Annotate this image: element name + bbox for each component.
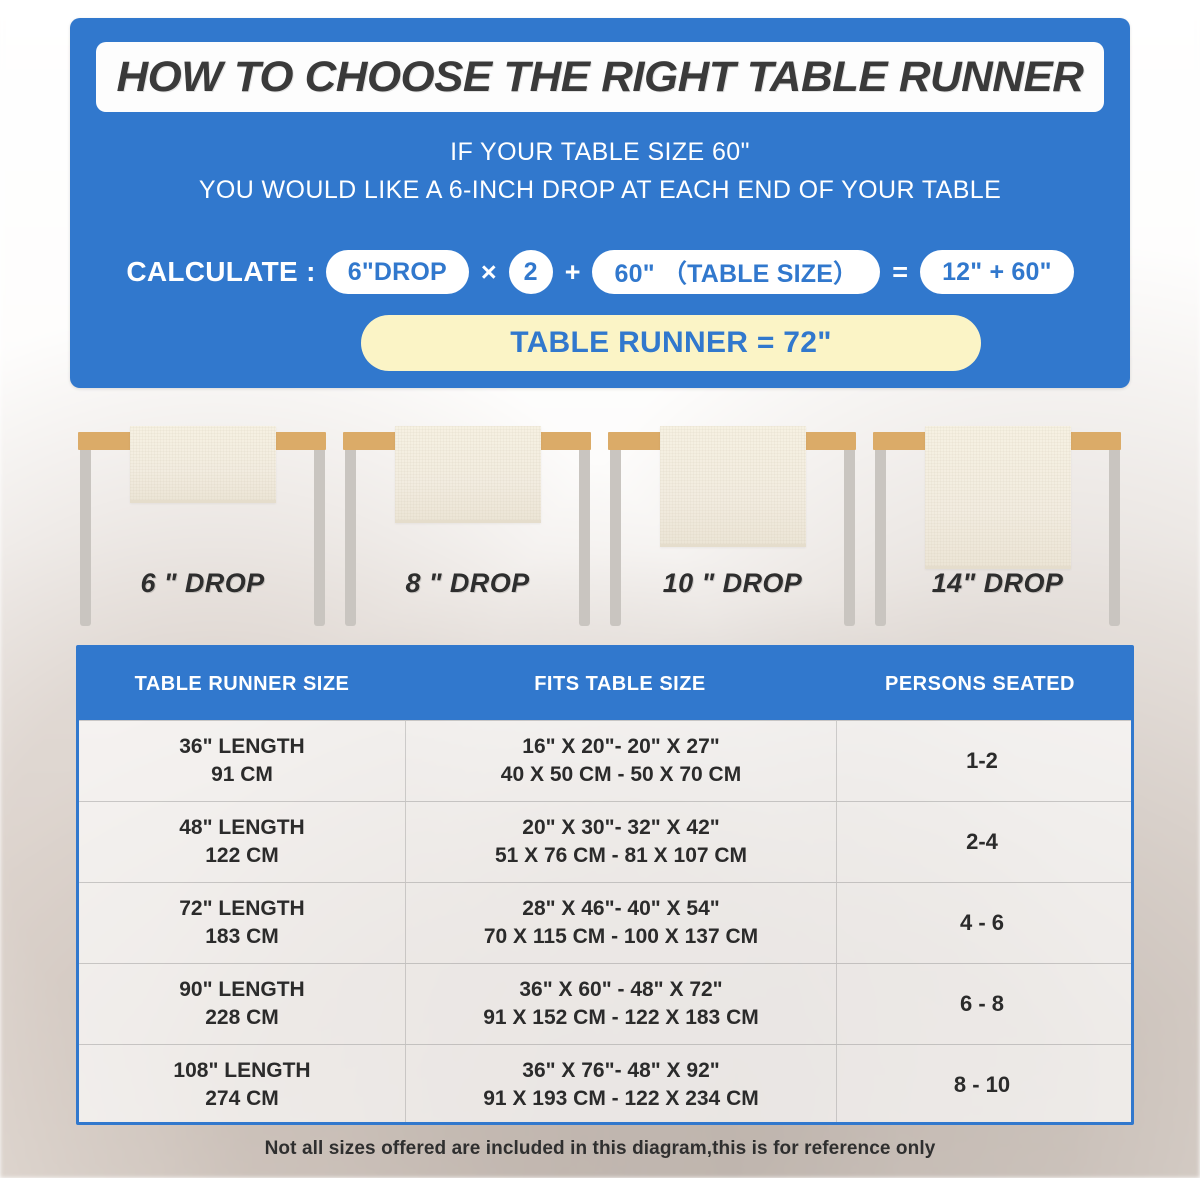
drop-label: 14" DROP [931, 568, 1064, 598]
runner-size-cm: 122 CM [205, 844, 279, 867]
table-size-pill: 60" （TABLE SIZE） [592, 250, 881, 294]
runner-size-cm: 91 CM [211, 763, 273, 786]
cell-fits-table-size: 36" X 76"- 48" X 92" 91 X 193 CM - 122 X… [406, 1045, 837, 1122]
drop-illustration-8in: 8 " DROP [335, 412, 600, 630]
cell-runner-size: 72" LENGTH 183 CM [79, 883, 406, 963]
runner-size-inches: 72" LENGTH [179, 896, 305, 920]
cell-runner-size: 90" LENGTH 228 CM [79, 964, 406, 1044]
table-leg-right-icon [844, 448, 855, 626]
fits-inches: 36" X 60" - 48" X 72" [519, 977, 723, 1001]
table-runner-icon [924, 426, 1071, 569]
cell-persons-seated: 4 - 6 [959, 910, 1005, 936]
table-runner-icon [659, 426, 806, 547]
title-box: HOW TO CHOOSE THE RIGHT TABLE RUNNER [96, 42, 1104, 112]
fits-cm: 51 X 76 CM - 81 X 107 CM [494, 844, 748, 867]
fits-inches: 20" X 30"- 32" X 42" [522, 815, 720, 839]
table-row: 48" LENGTH 122 CM 20" X 30"- 32" X 42" 5… [79, 801, 1131, 882]
table-header-row: TABLE RUNNER SIZE FITS TABLE SIZE PERSON… [79, 648, 1131, 720]
drop-illustration-14in: 14" DROP [865, 412, 1130, 630]
table-row: 90" LENGTH 228 CM 36" X 60" - 48" X 72" … [79, 963, 1131, 1044]
runner-size-inches: 90" LENGTH [179, 977, 305, 1001]
fits-inches: 36" X 76"- 48" X 92" [522, 1058, 720, 1082]
table-runner-icon [394, 426, 541, 523]
hero-panel: HOW TO CHOOSE THE RIGHT TABLE RUNNER IF … [70, 18, 1130, 388]
drop-value-pill: 6"DROP [325, 250, 469, 294]
drop-label: 10 " DROP [662, 568, 803, 598]
table-leg-left-icon [610, 448, 621, 626]
cell-persons-seated: 8 - 10 [953, 1072, 1011, 1098]
cell-runner-size: 48" LENGTH 122 CM [79, 802, 406, 882]
column-header-persons-seated: PERSONS SEATED [885, 672, 1075, 695]
table-row: 72" LENGTH 183 CM 28" X 46"- 40" X 54" 7… [79, 882, 1131, 963]
cell-fits-table-size: 16" X 20"- 20" X 27" 40 X 50 CM - 50 X 7… [406, 721, 837, 801]
table-leg-right-icon [314, 448, 325, 626]
fits-inches: 16" X 20"- 20" X 27" [522, 734, 720, 758]
drop-illustration-10in: 10 " DROP [600, 412, 865, 630]
fits-inches: 28" X 46"- 40" X 54" [522, 896, 720, 920]
runner-size-inches: 36" LENGTH [179, 734, 305, 758]
table-runner-icon [129, 426, 276, 503]
cell-persons-seated: 2-4 [966, 829, 998, 855]
footnote: Not all sizes offered are included in th… [264, 1138, 936, 1159]
drop-illustrations: 6 " DROP 8 " DROP 10 " DROP 14" DROP [70, 412, 1130, 630]
table-leg-left-icon [80, 448, 91, 626]
equals-operator-icon: = [892, 256, 909, 287]
column-header-runner-size: TABLE RUNNER SIZE [134, 672, 350, 695]
runner-size-inches: 108" LENGTH [173, 1058, 311, 1082]
runner-size-cm: 228 CM [205, 1006, 279, 1029]
table-row: 36" LENGTH 91 CM 16" X 20"- 20" X 27" 40… [79, 720, 1131, 801]
table-leg-left-icon [345, 448, 356, 626]
fits-cm: 91 X 152 CM - 122 X 183 CM [483, 1006, 759, 1029]
drop-label: 6 " DROP [140, 568, 265, 598]
calculate-label: CALCULATE : [126, 256, 316, 287]
runner-size-cm: 274 CM [205, 1087, 279, 1110]
subtitle-line-1: IF YOUR TABLE SIZE 60" [450, 138, 750, 166]
table-leg-right-icon [579, 448, 590, 626]
cell-runner-size: 36" LENGTH 91 CM [79, 721, 406, 801]
cell-persons-seated: 6 - 8 [959, 991, 1005, 1017]
page-title: HOW TO CHOOSE THE RIGHT TABLE RUNNER [116, 52, 1084, 101]
table-leg-left-icon [875, 448, 886, 626]
fits-cm: 40 X 50 CM - 50 X 70 CM [500, 763, 742, 786]
drop-illustration-6in: 6 " DROP [70, 412, 335, 630]
size-chart-table: TABLE RUNNER SIZE FITS TABLE SIZE PERSON… [76, 645, 1134, 1125]
cell-fits-table-size: 28" X 46"- 40" X 54" 70 X 115 CM - 100 X… [406, 883, 837, 963]
subtitle-line-2: YOU WOULD LIKE A 6-INCH DROP AT EACH END… [198, 176, 1002, 204]
cell-fits-table-size: 36" X 60" - 48" X 72" 91 X 152 CM - 122 … [406, 964, 837, 1044]
fits-cm: 91 X 193 CM - 122 X 234 CM [483, 1087, 759, 1110]
runner-size-cm: 183 CM [205, 925, 279, 948]
column-header-fits-table-size: FITS TABLE SIZE [534, 672, 706, 695]
cell-runner-size: 108" LENGTH 274 CM [79, 1045, 406, 1122]
multiplier-pill: 2 [508, 250, 553, 294]
cell-fits-table-size: 20" X 30"- 32" X 42" 51 X 76 CM - 81 X 1… [406, 802, 837, 882]
table-leg-right-icon [1109, 448, 1120, 626]
plus-operator-icon: + [564, 256, 581, 287]
calculation-row: CALCULATE : 6"DROP × 2 + 60" （TABLE SIZE… [70, 250, 1130, 294]
result-pill: TABLE RUNNER = 72" [361, 315, 981, 371]
cell-persons-seated: 1-2 [966, 748, 998, 774]
multiply-operator-icon: × [480, 256, 497, 287]
runner-size-inches: 48" LENGTH [179, 815, 305, 839]
table-row: 108" LENGTH 274 CM 36" X 76"- 48" X 92" … [79, 1044, 1131, 1122]
drop-label: 8 " DROP [405, 568, 530, 598]
sum-pill: 12" + 60" [920, 250, 1074, 294]
fits-cm: 70 X 115 CM - 100 X 137 CM [483, 925, 759, 948]
